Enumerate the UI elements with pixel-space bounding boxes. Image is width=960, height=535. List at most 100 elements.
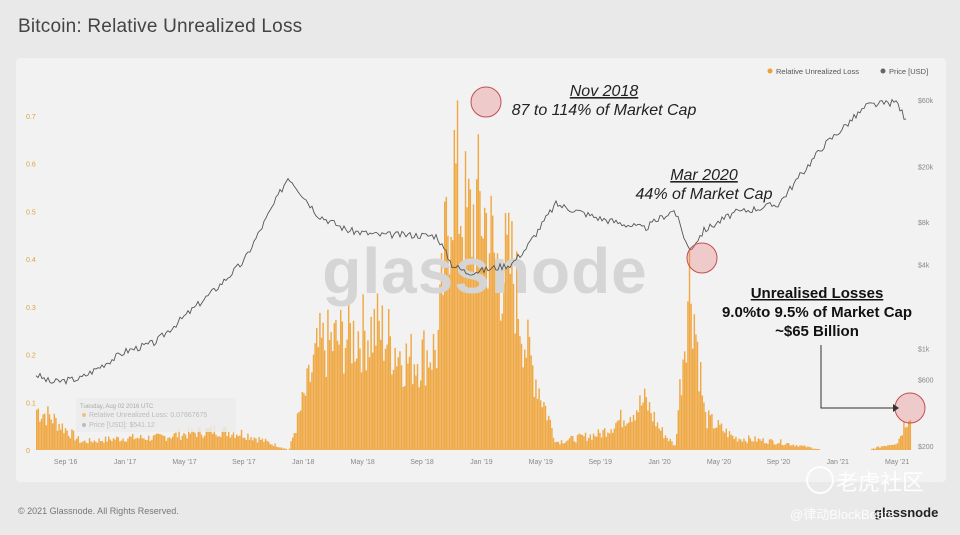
legend-price-label[interactable]: Price [USD] — [889, 67, 928, 76]
loss-bar — [480, 235, 483, 450]
loss-bar — [522, 367, 524, 450]
loss-bar — [218, 436, 220, 450]
right-axis-tick-label: $600 — [918, 377, 934, 384]
loss-bar — [120, 440, 123, 450]
loss-bar — [554, 442, 556, 450]
loss-bar — [228, 431, 230, 450]
loss-bar — [690, 303, 692, 450]
loss-bar — [141, 438, 144, 450]
loss-bar — [52, 423, 54, 450]
loss-bar — [146, 440, 148, 450]
loss-bar — [112, 438, 115, 450]
loss-bar — [229, 437, 232, 450]
loss-bar — [100, 441, 102, 450]
loss-bar — [485, 213, 488, 450]
loss-bar — [768, 439, 771, 450]
loss-bar — [213, 425, 216, 450]
loss-bar — [472, 204, 475, 450]
loss-bar — [751, 441, 753, 450]
loss-bar — [432, 333, 435, 450]
loss-bar — [629, 416, 632, 450]
loss-bar — [242, 437, 244, 450]
loss-bar — [706, 428, 708, 450]
loss-bar — [373, 308, 376, 450]
loss-bar — [890, 444, 892, 450]
x-axis-tick-label: Sep '20 — [767, 459, 791, 466]
loss-bar — [408, 356, 411, 450]
loss-bar — [255, 438, 257, 450]
loss-bar — [456, 100, 459, 451]
loss-bar — [727, 437, 729, 450]
loss-bar — [490, 195, 492, 450]
loss-bar — [92, 442, 94, 450]
loss-bar — [215, 434, 217, 450]
loss-bar — [744, 440, 747, 450]
loss-bar — [333, 323, 336, 450]
loss-bar — [168, 437, 171, 450]
loss-bar — [424, 385, 427, 450]
legend-loss-label[interactable]: Relative Unrealized Loss — [776, 67, 859, 76]
loss-bar — [140, 434, 142, 450]
loss-bar — [380, 339, 382, 450]
loss-bar — [597, 429, 600, 450]
loss-bar — [770, 438, 772, 450]
loss-bar — [82, 441, 84, 450]
loss-bar — [548, 415, 550, 450]
loss-bar — [908, 421, 910, 450]
loss-bar — [272, 446, 275, 450]
loss-bar — [220, 437, 222, 450]
loss-bar — [487, 288, 489, 450]
left-axis-tick-label: 0.6 — [26, 162, 36, 169]
loss-bar — [264, 438, 267, 450]
loss-bar — [410, 333, 412, 450]
loss-bar — [802, 445, 804, 450]
loss-bar — [608, 433, 611, 450]
loss-bar — [338, 344, 340, 450]
loss-bar — [783, 445, 785, 450]
loss-bar — [474, 276, 476, 450]
loss-bar — [159, 434, 161, 450]
loss-bar — [602, 429, 604, 450]
loss-bar — [560, 440, 563, 450]
x-axis-tick-label: May '19 — [529, 459, 553, 466]
loss-bar — [642, 402, 644, 450]
left-axis-tick-label: 0.7 — [26, 114, 36, 121]
loss-bar — [677, 410, 680, 450]
loss-bar — [248, 439, 251, 450]
loss-bar — [712, 428, 715, 450]
loss-bar — [594, 436, 596, 450]
loss-bar — [605, 436, 608, 450]
loss-bar — [503, 283, 505, 450]
loss-bar — [767, 444, 769, 450]
loss-bar — [202, 437, 204, 450]
loss-bar — [394, 347, 396, 450]
loss-bar — [157, 433, 160, 450]
loss-bar — [669, 438, 672, 450]
loss-bar — [204, 435, 206, 450]
loss-bar — [258, 437, 260, 450]
glassnode-logo: glassnode — [874, 505, 939, 520]
loss-bar — [791, 445, 793, 450]
loss-bar — [400, 365, 403, 450]
loss-bar — [181, 435, 184, 450]
loss-bar — [208, 428, 211, 450]
left-axis-tick-label: 0.1 — [26, 400, 36, 407]
loss-bar — [388, 309, 390, 450]
loss-bar — [210, 425, 212, 450]
loss-bar — [138, 438, 140, 450]
loss-bar — [364, 330, 366, 450]
loss-bar — [616, 421, 619, 450]
legend-price-swatch — [880, 68, 886, 74]
loss-bar — [463, 270, 465, 450]
loss-bar — [506, 234, 508, 450]
loss-bar — [799, 445, 801, 450]
loss-bar — [716, 427, 718, 450]
loss-bar — [776, 443, 779, 450]
loss-bar — [778, 443, 780, 450]
loss-bar — [415, 375, 417, 450]
loss-bar — [888, 445, 891, 450]
x-axis-tick-label: Jan '18 — [292, 459, 314, 466]
loss-bar — [607, 432, 609, 450]
annotation-circle-mar2020 — [686, 242, 718, 274]
